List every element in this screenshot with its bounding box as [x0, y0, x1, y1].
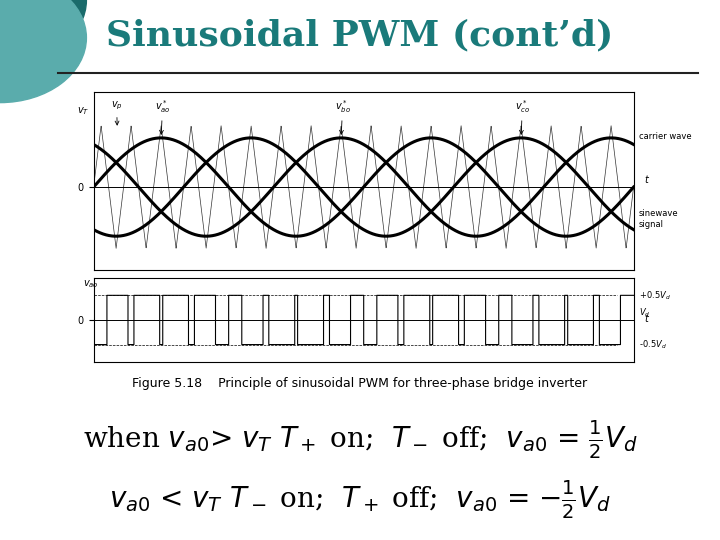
Circle shape [0, 0, 86, 103]
Text: +0.5$V_d$: +0.5$V_d$ [639, 289, 671, 301]
Text: -0.5$V_d$: -0.5$V_d$ [639, 339, 667, 351]
Text: $t$: $t$ [644, 312, 651, 324]
Text: $v_{bo}^*$: $v_{bo}^*$ [335, 98, 351, 134]
Text: $v_{ao}^*$: $v_{ao}^*$ [155, 98, 171, 134]
Text: $v_T$: $v_T$ [77, 105, 89, 117]
Text: carrier wave: carrier wave [639, 132, 692, 141]
Circle shape [0, 0, 86, 65]
Text: when $v_{a0}$> $v_T$ $T_+$ on;  $T_-$ off;  $v_{a0}$ = $\frac{1}{2}V_d$: when $v_{a0}$> $v_T$ $T_+$ on; $T_-$ off… [83, 419, 637, 461]
Text: $t$: $t$ [644, 173, 651, 185]
Text: $v_{co}^*$: $v_{co}^*$ [515, 98, 530, 134]
Text: $v_{a0}$ < $v_T$ $T_-$ on;  $T_+$ off;  $v_{a0}$ = $-\frac{1}{2}V_d$: $v_{a0}$ < $v_T$ $T_-$ on; $T_+$ off; $v… [109, 478, 611, 521]
Text: $v_p$: $v_p$ [111, 99, 122, 125]
Text: Figure 5.18    Principle of sinusoidal PWM for three-phase bridge inverter: Figure 5.18 Principle of sinusoidal PWM … [132, 377, 588, 390]
Text: Sinusoidal PWM (cont’d): Sinusoidal PWM (cont’d) [107, 18, 613, 52]
Text: sinewave
signal: sinewave signal [639, 210, 679, 229]
Text: $v_{ao}$: $v_{ao}$ [83, 279, 99, 291]
Text: $V_d$: $V_d$ [639, 307, 650, 319]
